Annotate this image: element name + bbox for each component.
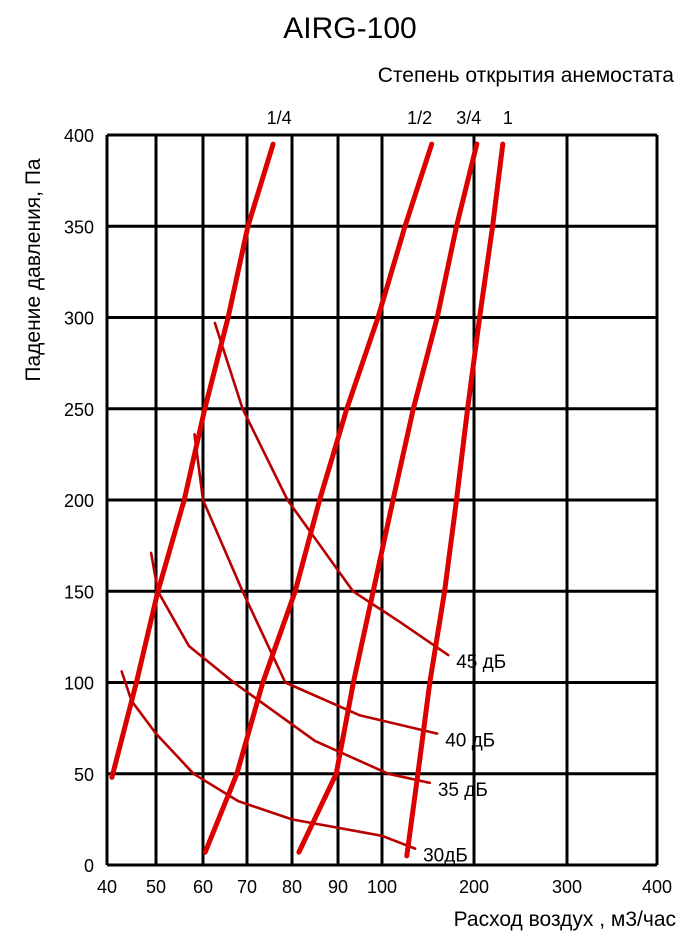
x-tick-label: 400: [642, 877, 672, 897]
opening-line-label: 1/4: [267, 108, 292, 128]
opening-line-label: 1: [503, 108, 513, 128]
chart-subtitle: Степень открытия анемостата: [377, 64, 674, 87]
noise-curve-40дБ: [193, 433, 439, 735]
noise-curve-label: 40 дБ: [445, 731, 495, 752]
y-tick-label: 0: [84, 856, 94, 876]
x-tick-label: 70: [237, 877, 257, 897]
opening-line-3-4: [296, 141, 480, 855]
y-tick-label: 100: [64, 674, 94, 694]
chart-title: AIRG-100: [283, 12, 417, 45]
noise-curve-label: 45 дБ: [456, 652, 506, 673]
x-tick-label: 50: [146, 877, 166, 897]
x-tick-label: 200: [459, 877, 489, 897]
noise-curve-35дБ: [149, 551, 432, 785]
x-tick-label: 100: [367, 877, 397, 897]
x-tick-label: 300: [552, 877, 582, 897]
y-tick-label: 300: [64, 309, 94, 329]
y-tick-label: 400: [64, 126, 94, 146]
y-tick-label: 200: [64, 491, 94, 511]
opening-line-1: [404, 141, 506, 859]
opening-line-label: 1/2: [407, 108, 432, 128]
noise-curve-45дБ: [213, 321, 450, 657]
x-tick-label: 60: [193, 877, 213, 897]
x-tick-label: 40: [97, 877, 117, 897]
noise-curve-30дБ: [120, 670, 417, 850]
opening-line-1-2: [202, 141, 435, 855]
noise-curve-label: 30дБ: [423, 846, 468, 867]
opening-line-1-4: [109, 141, 276, 780]
x-tick-label: 80: [282, 877, 302, 897]
y-tick-label: 350: [64, 217, 94, 237]
y-tick-label: 250: [64, 400, 94, 420]
y-tick-label: 150: [64, 582, 94, 602]
x-axis-label: Расход воздух , м3/час: [453, 908, 676, 931]
y-tick-label: 50: [74, 765, 94, 785]
noise-curve-label: 35 дБ: [438, 780, 488, 801]
opening-line-label: 3/4: [456, 108, 481, 128]
x-tick-label: 90: [328, 877, 348, 897]
